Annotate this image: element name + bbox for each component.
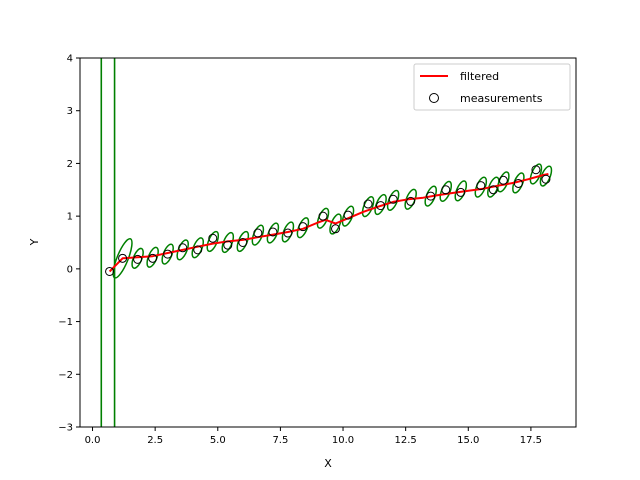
measurement-point xyxy=(388,194,398,204)
legend-box xyxy=(413,63,571,111)
measurement-point xyxy=(531,165,541,175)
measurement-point xyxy=(283,228,293,238)
y-tick-label: 1 xyxy=(67,212,73,223)
plot-area xyxy=(100,58,553,427)
x-tick-label: 2.5 xyxy=(147,435,163,446)
x-tick-label: 12.5 xyxy=(395,435,417,446)
legend-measurements-swatch xyxy=(429,93,439,103)
y-tick-label: 2 xyxy=(67,159,73,170)
measurement-point xyxy=(513,178,523,188)
initial-covariance-lines xyxy=(100,58,116,427)
x-tick-label: 17.5 xyxy=(520,435,542,446)
measurement-point xyxy=(105,266,115,276)
x-axis-label: X xyxy=(324,457,332,470)
filtered-line xyxy=(108,173,549,273)
measurement-point xyxy=(223,240,233,250)
measurement-point xyxy=(298,222,308,232)
measurement-point xyxy=(118,253,128,263)
axes-frame xyxy=(79,57,577,428)
measurement-point xyxy=(426,191,436,201)
measurement-point xyxy=(178,243,188,253)
legend: filtered measurements xyxy=(413,63,571,111)
measurement-point xyxy=(193,245,203,255)
measurement-point xyxy=(406,196,416,206)
y-tick-label: −3 xyxy=(58,423,73,434)
y-tick-label: −1 xyxy=(58,317,73,328)
x-axis-ticks: 0.0 2.5 5.0 7.5 10.0 12.5 15.0 17.5 xyxy=(85,427,542,446)
measurement-point xyxy=(148,253,158,263)
measurement-markers xyxy=(105,165,551,276)
measurement-point xyxy=(268,227,278,237)
measurement-point xyxy=(456,187,466,197)
legend-filtered-label: filtered xyxy=(460,70,499,83)
measurement-point xyxy=(208,233,218,243)
measurement-point xyxy=(376,201,386,211)
x-tick-label: 5.0 xyxy=(210,435,226,446)
y-tick-label: −2 xyxy=(58,370,73,381)
measurement-point xyxy=(318,211,328,221)
measurement-point xyxy=(363,199,373,209)
x-tick-label: 10.0 xyxy=(332,435,354,446)
legend-measurements-label: measurements xyxy=(460,92,543,105)
y-tick-label: 3 xyxy=(67,106,73,117)
y-tick-label: 4 xyxy=(67,54,73,65)
measurement-point xyxy=(133,254,143,264)
x-tick-label: 15.0 xyxy=(457,435,479,446)
x-tick-label: 7.5 xyxy=(272,435,288,446)
y-axis-ticks: −3 −2 −1 0 1 2 3 4 xyxy=(58,54,80,434)
x-tick-label: 0.0 xyxy=(85,435,101,446)
measurement-point xyxy=(253,228,263,238)
covariance-ellipse xyxy=(112,237,133,279)
y-tick-label: 0 xyxy=(67,264,73,275)
measurement-point xyxy=(488,185,498,195)
measurement-point xyxy=(498,175,508,185)
measurement-point xyxy=(343,210,353,220)
filtered-line-series xyxy=(108,173,549,273)
measurement-point xyxy=(441,185,451,195)
measurement-point xyxy=(541,174,551,184)
y-axis-label: Y xyxy=(28,238,41,246)
measurement-point xyxy=(238,238,248,247)
measurement-point xyxy=(331,224,341,234)
measurement-point xyxy=(163,249,173,259)
measurement-point xyxy=(476,181,486,191)
